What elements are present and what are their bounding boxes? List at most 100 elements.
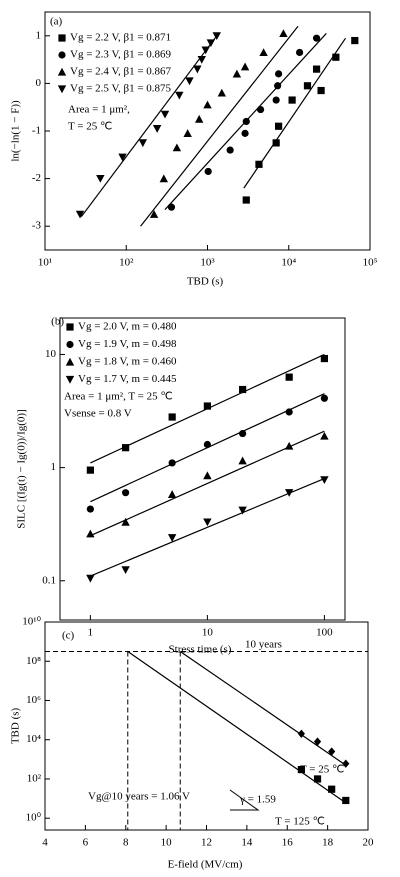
point (317, 86, 325, 95)
slope-triangle (229, 789, 260, 811)
point (284, 441, 294, 450)
point (121, 566, 130, 574)
point (240, 62, 250, 71)
point (328, 785, 336, 793)
legend-marker (66, 323, 74, 331)
point (122, 489, 130, 497)
point (274, 82, 282, 90)
point (138, 139, 148, 148)
point (86, 529, 95, 538)
y-tick-label: 0.1 (42, 574, 56, 586)
point (285, 408, 293, 416)
point (96, 175, 105, 183)
point (217, 88, 227, 97)
point (122, 444, 130, 452)
legend-label: Vg = 2.2 V, β1 = 0.871 (70, 32, 171, 44)
point (86, 505, 94, 513)
point (285, 373, 293, 381)
point (168, 459, 176, 467)
x-axis-label: TBD (s) (187, 276, 224, 288)
legend-label: Vg = 1.8 V, m = 0.460 (78, 356, 177, 368)
point (194, 114, 204, 123)
y-tick-label: 10² (27, 772, 42, 784)
point (86, 466, 94, 474)
point (203, 471, 212, 480)
point (242, 196, 250, 204)
y-tick-label: 1 (51, 461, 57, 473)
point (168, 413, 176, 421)
point (226, 146, 234, 154)
point (121, 517, 130, 526)
x-tick-label: 10⁴ (281, 257, 296, 269)
annotation: T = 25 ℃ (68, 121, 112, 133)
x-tick-label: 12 (201, 837, 212, 849)
x-tick-label: 16 (282, 837, 294, 849)
legend-marker (58, 51, 66, 59)
legend-label: Vg = 1.9 V, m = 0.498 (78, 338, 177, 350)
point (272, 139, 280, 147)
point (86, 574, 95, 583)
point (212, 32, 221, 40)
plot-frame (59, 317, 346, 621)
point (297, 729, 305, 739)
point (320, 431, 329, 440)
x-tick-label: 10⁵ (363, 257, 378, 269)
x-tick-label: 8 (123, 837, 129, 849)
point (206, 39, 216, 48)
point (320, 476, 329, 485)
point (172, 143, 182, 152)
legend-label: Vg = 2.4 V, β1 = 0.867 (70, 66, 172, 78)
x-tick-label: 10¹ (38, 257, 52, 269)
point (201, 46, 210, 55)
annotation: (a) (50, 16, 63, 28)
point (241, 129, 249, 137)
annotation: Area = 1 μm², T = 25 ℃ (64, 391, 173, 403)
y-tick-label: 10¹⁰ (22, 616, 41, 628)
point (238, 456, 247, 465)
point (342, 796, 350, 805)
y-tick-label: 10 (45, 348, 57, 360)
y-tick-label: 10⁸ (26, 655, 41, 667)
point (204, 167, 212, 176)
point (288, 96, 296, 104)
point (259, 48, 268, 57)
legend-marker (66, 340, 74, 349)
y-tick-label: 10⁶ (26, 694, 41, 706)
y-axis-label: TBD (s) (10, 707, 22, 744)
annotation: T = 125 ℃ (275, 816, 325, 828)
point (185, 77, 194, 86)
point (296, 48, 304, 57)
y-tick-label: 10⁰ (26, 812, 42, 824)
point (320, 394, 328, 402)
x-tick-label: 4 (42, 837, 48, 849)
annotation: γ = 1.59 (239, 794, 276, 806)
legend-label: Vg = 1.7 V, m = 0.445 (78, 373, 177, 385)
annotation: Vg@10 years = 1.06 V (88, 791, 190, 803)
x-tick-label: 10³ (200, 257, 215, 269)
annotation: T = 25 ℃ (300, 764, 344, 776)
point (167, 534, 177, 542)
annotation: (c) (62, 630, 75, 642)
point (238, 506, 247, 515)
legend-marker (65, 375, 75, 384)
point (255, 160, 263, 168)
fit-line (90, 478, 325, 577)
y-axis-label: ln(−ln(1 − F)) (10, 100, 22, 162)
point (160, 110, 170, 119)
point (203, 518, 212, 527)
point (242, 117, 250, 126)
annotation: Area = 1 μm², (68, 104, 130, 116)
annotation: 10 years (245, 639, 282, 651)
point (193, 65, 202, 74)
point (274, 70, 283, 78)
y-tick-label: -3 (32, 220, 42, 232)
x-tick-label: 100 (316, 627, 333, 639)
y-tick-label: -1 (32, 125, 41, 137)
fit-line (90, 430, 325, 537)
y-axis-label: SILC [(Ig(t) − Ig(0))/Ig(0)] (16, 409, 28, 529)
fit-line (179, 650, 347, 766)
x-tick-label: 10 (161, 837, 173, 849)
point (75, 210, 85, 219)
point (197, 56, 206, 64)
legend-marker (57, 85, 67, 94)
